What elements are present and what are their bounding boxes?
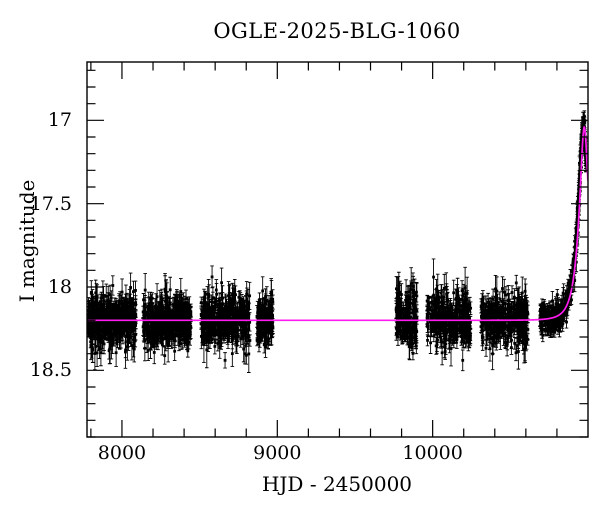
x-tick-label-9000: 9000 — [253, 442, 302, 464]
chart-title: OGLE-2025-BLG-1060 — [213, 19, 461, 43]
y-tick-label-17.5: 17.5 — [29, 192, 72, 215]
x-tick-label-10000: 10000 — [402, 442, 463, 464]
x-tick-label-8000: 8000 — [97, 442, 147, 464]
x-axis-label: HJD - 2450000 — [261, 472, 413, 496]
y-tick-label-17: 17 — [47, 109, 72, 132]
y-tick-label-18.5: 18.5 — [29, 359, 72, 382]
y-tick-label-18: 18 — [47, 276, 72, 298]
